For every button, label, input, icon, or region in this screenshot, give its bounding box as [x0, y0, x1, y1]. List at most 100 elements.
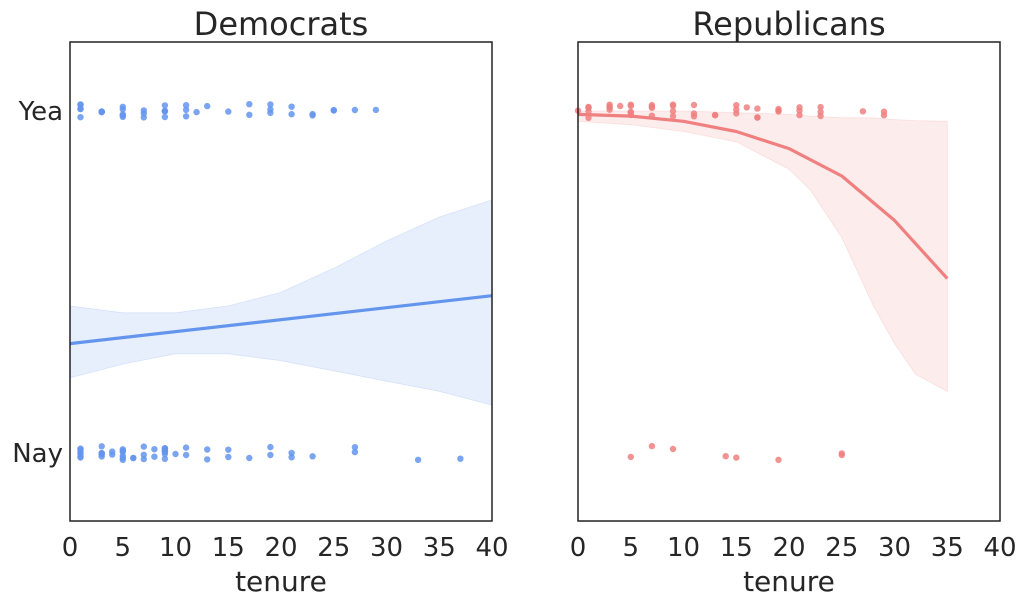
nay-point — [98, 443, 105, 450]
yea-point — [606, 103, 613, 110]
x-tick-label: 40 — [983, 533, 1016, 563]
nay-point — [98, 451, 105, 458]
yea-point — [648, 103, 656, 110]
yea-point — [859, 108, 867, 115]
panel-democrats: Democrats 0 5 10 15 20 25 30 35 40 tenure Nay Yea — [12, 5, 508, 598]
nay-point — [109, 448, 116, 455]
x-tick-label: 15 — [720, 533, 753, 563]
yea-point — [193, 108, 200, 116]
nay-point — [161, 448, 169, 455]
yea-point — [267, 106, 274, 113]
yea-point — [880, 112, 888, 119]
x-tick-label: 10 — [159, 533, 192, 563]
yea-point — [140, 107, 147, 114]
yea-point — [77, 105, 84, 112]
nay-point — [775, 456, 782, 463]
chart-title: Republicans — [692, 5, 885, 43]
yea-point — [690, 101, 698, 109]
nay-point — [351, 444, 359, 451]
nay-point — [267, 451, 274, 459]
yea-point — [754, 114, 761, 121]
nay-point — [838, 451, 845, 459]
nay-point — [627, 453, 634, 461]
nay-point — [77, 454, 84, 461]
yea-point — [627, 102, 634, 110]
plot-frame — [69, 41, 493, 522]
nay-point — [119, 452, 127, 460]
yea-point — [140, 114, 147, 121]
nay-point — [288, 454, 295, 461]
yea-point — [182, 113, 190, 120]
yea-point — [225, 108, 232, 115]
yea-point — [669, 108, 677, 115]
yea-point — [754, 105, 761, 112]
yea-point — [585, 104, 592, 112]
yea-point — [204, 102, 211, 110]
yea-point — [617, 102, 624, 110]
nay-point — [733, 454, 740, 461]
y-tick-label: Yea — [18, 97, 63, 127]
y-tick-label: Nay — [12, 439, 63, 469]
nay-point — [267, 443, 274, 451]
yea-point — [77, 114, 84, 121]
x-axis-label: tenure — [235, 565, 327, 598]
yea-point — [796, 111, 803, 119]
nay-point — [225, 446, 232, 453]
yea-point — [817, 108, 824, 116]
yea-point — [309, 112, 316, 119]
nay-point — [648, 442, 656, 450]
yea-point — [98, 108, 105, 116]
x-tick-label: 35 — [423, 533, 456, 563]
nay-point — [669, 445, 677, 453]
nay-point — [140, 455, 147, 463]
nay-point — [182, 444, 190, 451]
x-tick-label: 25 — [317, 533, 350, 563]
nay-point — [246, 454, 253, 462]
yea-point — [119, 103, 127, 111]
yea-point — [690, 113, 698, 120]
yea-point — [161, 107, 169, 115]
nay-point — [351, 448, 359, 456]
nay-point — [457, 455, 464, 462]
yea-point — [119, 111, 127, 118]
yea-point — [161, 102, 169, 109]
x-tick-label: 15 — [212, 533, 245, 563]
yea-point — [796, 107, 803, 114]
yea-point — [743, 104, 750, 111]
x-tick-label: 0 — [570, 533, 587, 563]
yea-point — [288, 111, 295, 118]
yea-point — [351, 106, 359, 114]
nay-point — [204, 446, 211, 453]
confidence-band — [577, 110, 948, 393]
panel-republicans: Republicans 0 5 10 15 20 25 30 35 40 tenure — [570, 5, 1017, 598]
fit-line — [577, 112, 949, 280]
nay-point — [151, 446, 158, 453]
fit-line — [69, 294, 493, 346]
yea-point — [733, 102, 740, 109]
x-tick-label: 25 — [825, 533, 858, 563]
plot-frame — [577, 41, 1001, 522]
x-tick-label: 0 — [62, 533, 79, 563]
yea-point — [733, 106, 740, 113]
nay-point — [140, 443, 147, 450]
x-tick-label: 5 — [114, 533, 131, 563]
yea-point — [267, 101, 274, 108]
yea-point — [711, 111, 719, 119]
x-tick-label: 40 — [475, 533, 508, 563]
yea-point — [669, 101, 677, 108]
x-axis-label: tenure — [743, 565, 835, 598]
nay-point — [182, 451, 190, 459]
yea-point — [669, 113, 677, 120]
nay-point — [414, 456, 422, 463]
nay-point — [204, 456, 211, 463]
yea-point — [182, 106, 190, 114]
yea-point — [288, 103, 295, 110]
yea-point — [817, 103, 824, 111]
x-tick-label: 5 — [622, 533, 639, 563]
nay-point — [172, 450, 179, 458]
x-tick-label: 10 — [667, 533, 700, 563]
nay-point — [309, 453, 316, 460]
yea-point — [246, 101, 253, 108]
